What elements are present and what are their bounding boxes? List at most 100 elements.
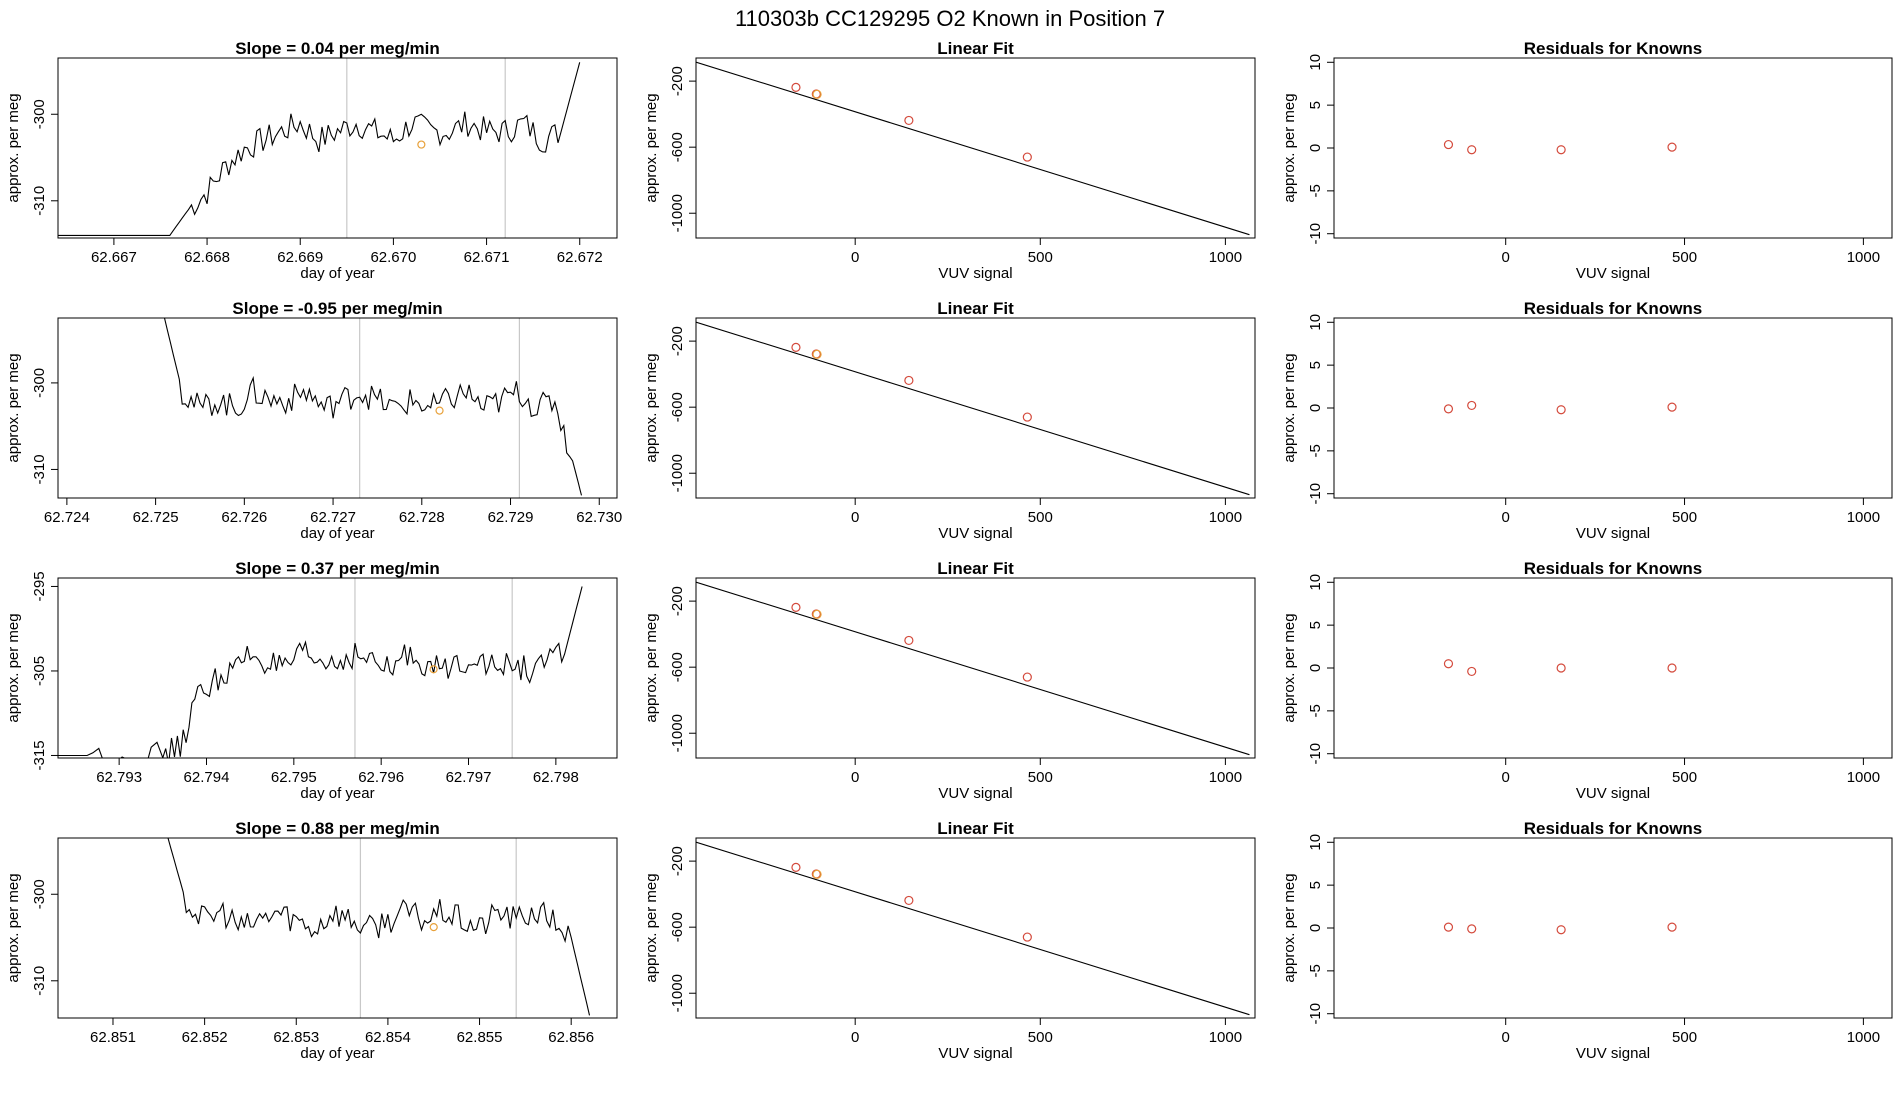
x-axis-label: day of year: [300, 785, 374, 802]
plot-area: [58, 318, 583, 496]
y-tick-label: -1000: [669, 714, 686, 752]
data-point-4: [1667, 922, 1677, 932]
y-tick-label: 0: [1307, 144, 1324, 152]
y-tick-label: -1000: [669, 454, 686, 492]
y-tick-label: -10: [1307, 483, 1324, 505]
x-axis-label: VUV signal: [938, 1045, 1012, 1062]
x-axis-label: VUV signal: [938, 525, 1012, 542]
chart-panel-12: Residuals for Knowns 0 500 1000 10 5 0 -5 -10 VUV…: [1281, 819, 1893, 1062]
x-axis-label: VUV signal: [1576, 1045, 1650, 1062]
data-point-2: [1467, 666, 1477, 677]
y-axis-label: approx. per meg: [5, 353, 22, 462]
y-tick-label: -10: [1307, 1003, 1324, 1025]
y-tick-label: 10: [1307, 54, 1324, 71]
fit-line: [696, 61, 1250, 236]
y-tick-label: -310: [31, 454, 48, 484]
chart-title: Linear Fit: [937, 39, 1014, 58]
y-tick-label: -5: [1307, 704, 1324, 717]
chart-panel-1: Slope = 0.04 per meg/min 62.667 62.668 62.6…: [5, 39, 618, 282]
chart-title: Linear Fit: [937, 819, 1014, 838]
x-tick-label: 1000: [1209, 509, 1242, 526]
y-tick-label: 0: [1307, 404, 1324, 412]
x-tick-label: 0: [1502, 1029, 1510, 1046]
x-tick-label: 62.853: [273, 1029, 319, 1046]
y-tick-label: -600: [669, 132, 686, 162]
plot-area: [58, 586, 583, 758]
plot-area: [58, 62, 581, 236]
x-axis-label: VUV signal: [938, 785, 1012, 802]
y-tick-label: -5: [1307, 964, 1324, 977]
x-tick-label: 62.672: [557, 249, 603, 266]
y-tick-label: -1000: [669, 974, 686, 1012]
plot-area: [1443, 922, 1677, 935]
fit-line: [696, 321, 1250, 496]
y-axis-label: approx. per meg: [643, 873, 660, 982]
y-tick-label: -300: [31, 368, 48, 398]
x-tick-label: 500: [1672, 769, 1697, 786]
chart-title: Slope = -0.95 per meg/min: [232, 299, 442, 318]
y-axis-label: approx. per meg: [5, 873, 22, 982]
data-point-3: [904, 635, 914, 646]
chart-title: Linear Fit: [937, 299, 1014, 318]
x-tick-label: 0: [851, 1029, 859, 1046]
x-tick-label: 62.667: [91, 249, 137, 266]
plot-frame: [1333, 837, 1893, 1019]
highlight-point: [812, 349, 822, 359]
x-tick-label: 0: [1502, 249, 1510, 266]
y-axis-label: approx. per meg: [643, 93, 660, 202]
x-tick-label: 0: [1502, 769, 1510, 786]
x-tick-label: 62.728: [399, 509, 445, 526]
data-point-2: [1467, 400, 1477, 411]
plot-area: [696, 581, 1250, 756]
y-tick-label: -310: [31, 186, 48, 216]
y-tick-label: -200: [669, 326, 686, 356]
x-tick-label: 1000: [1847, 1029, 1880, 1046]
x-tick-label: 62.726: [221, 509, 267, 526]
fit-line: [696, 581, 1250, 756]
trace-line: [58, 838, 591, 1016]
panels: Slope = 0.04 per meg/min 62.667 62.668 62.6…: [5, 39, 1893, 1062]
x-tick-label: 62.668: [184, 249, 230, 266]
x-tick-label: 0: [851, 769, 859, 786]
chart-title: Slope = 0.04 per meg/min: [235, 39, 440, 58]
chart-title: Linear Fit: [937, 559, 1014, 578]
highlight-point: [435, 406, 444, 415]
plot-area: [696, 841, 1250, 1016]
y-tick-label: 10: [1307, 834, 1324, 851]
y-tick-label: -600: [669, 392, 686, 422]
y-axis-label: approx. per meg: [643, 353, 660, 462]
plot-frame: [57, 577, 618, 759]
highlight-point: [417, 140, 426, 149]
plot-area: [696, 321, 1250, 496]
x-tick-label: 500: [1672, 249, 1697, 266]
y-tick-label: 5: [1307, 101, 1324, 109]
chart-panel-11: Linear Fit 0 500 1000 -200 -600 -1000 VUV signa…: [643, 819, 1256, 1062]
x-axis-label: day of year: [300, 1045, 374, 1062]
data-point-4: [1022, 152, 1032, 162]
x-tick-label: 0: [851, 509, 859, 526]
plot-frame: [57, 317, 618, 499]
y-tick-label: -10: [1307, 743, 1324, 765]
fit-line: [696, 841, 1250, 1016]
plot-frame: [1333, 317, 1893, 499]
highlight-point: [812, 869, 822, 879]
data-point-3: [904, 895, 914, 906]
x-tick-label: 62.854: [365, 1029, 411, 1046]
trace-line: [58, 586, 583, 758]
plot-frame: [1333, 577, 1893, 759]
data-point-2: [1467, 145, 1477, 155]
page-title: 110303b CC129295 O2 Known in Position 7: [735, 6, 1165, 31]
chart-title: Slope = 0.88 per meg/min: [235, 819, 440, 838]
x-axis-label: VUV signal: [1576, 525, 1650, 542]
highlight-point: [812, 89, 822, 99]
y-tick-label: -200: [669, 846, 686, 876]
data-point-1: [791, 862, 801, 872]
data-point-1: [791, 342, 801, 352]
plot-frame: [57, 837, 618, 1019]
plot-frame: [1333, 57, 1893, 239]
chart-title: Residuals for Knowns: [1524, 299, 1703, 318]
x-axis-label: day of year: [300, 265, 374, 282]
x-tick-label: 62.797: [446, 769, 492, 786]
x-tick-label: 62.856: [548, 1029, 594, 1046]
